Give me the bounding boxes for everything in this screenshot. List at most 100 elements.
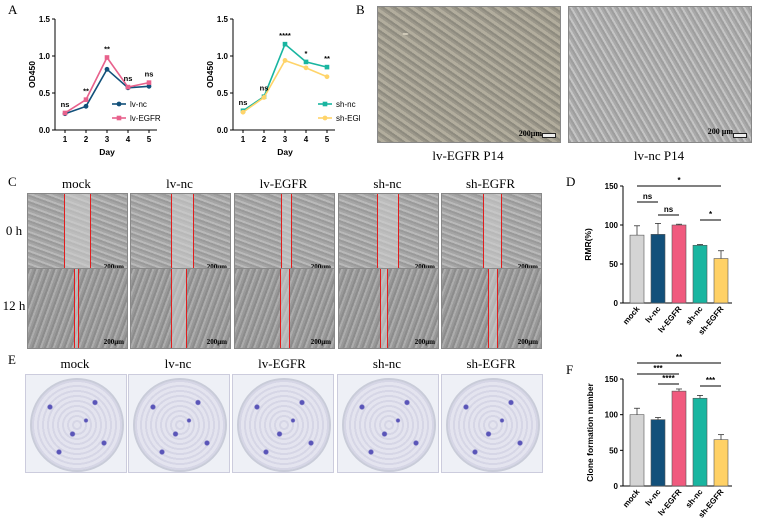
micrograph-caption: lv-nc P14: [633, 148, 685, 163]
x-tick-label: 5: [325, 135, 330, 144]
y-tick-label: 0.0: [39, 126, 51, 135]
scale-label: 200μm: [518, 129, 542, 138]
significance-label: ns: [664, 205, 674, 214]
significance-label: *: [677, 176, 681, 185]
significance-label: **: [83, 87, 89, 96]
significance-label: **: [676, 353, 683, 362]
significance-label: ***: [706, 376, 716, 385]
scratch-image: 200μm: [338, 193, 439, 274]
y-tick-label: 0: [614, 299, 619, 308]
y-tick-label: 100: [605, 411, 619, 420]
data-point: [303, 65, 309, 71]
series-line: [242, 42, 328, 112]
scale-label: 200μm: [414, 263, 435, 271]
significance-label: ***: [653, 364, 663, 373]
data-point: [324, 64, 330, 70]
bar: [692, 244, 708, 304]
significance-label: ****: [279, 31, 291, 40]
series-line: [242, 59, 328, 113]
bar: [713, 439, 729, 487]
bar: [650, 234, 666, 304]
significance-label: **: [104, 44, 110, 53]
y-tick-label: 50: [609, 446, 618, 455]
x-tick-label: 4: [304, 135, 309, 144]
scratch-image: 200μm: [234, 268, 335, 349]
y-tick-label: 0.5: [217, 89, 229, 98]
scale-label: 200μm: [103, 338, 124, 346]
legend-label: sh-EGFR: [336, 114, 360, 123]
data-point: [125, 84, 131, 90]
y-tick-label: 150: [605, 182, 619, 191]
scale-label: 200μm: [310, 263, 331, 271]
chart-a-right: 0.00.51.01.51 2 3 4 5DayOD450nsns*******sh-n…: [205, 15, 360, 157]
scratch-wound-edges: [280, 194, 293, 273]
y-tick-label: 150: [605, 375, 619, 384]
significance-label: *: [305, 49, 308, 58]
x-tick-label: 3: [283, 135, 288, 144]
colony-grid: mock lv-nc lv-EGFR sh-nc sh-EGFR: [0, 350, 560, 523]
scratch-image: 200μm: [27, 268, 128, 349]
panel-label-e: E: [8, 352, 16, 367]
data-point: [303, 59, 309, 65]
scale-label: 200μm: [310, 338, 331, 346]
significance-label: ns: [145, 70, 154, 79]
data-point: [282, 41, 288, 47]
scratch-image: 200μm: [27, 193, 128, 274]
legend-marker: [322, 115, 328, 121]
x-tick-label: 2: [84, 135, 89, 144]
data-point: [282, 58, 288, 63]
bar: [629, 234, 645, 304]
y-tick-label: 0: [614, 482, 619, 491]
scratch-row-label: 12 h: [2, 298, 26, 313]
data-point: [83, 103, 89, 109]
scale-label: 200μm: [517, 263, 538, 271]
scratch-image: 200μm: [130, 268, 231, 349]
x-axis-label: Day: [99, 147, 115, 157]
colony-column-label: sh-nc: [372, 356, 402, 371]
scratch-wound-edges: [376, 194, 400, 273]
y-tick-label: 1.0: [39, 52, 51, 61]
data-point: [324, 74, 330, 80]
culture-well: [446, 378, 540, 472]
panel-label-d: D: [566, 174, 576, 189]
scratch-image: 200μm: [338, 268, 439, 349]
panel-label-b: B: [356, 2, 365, 17]
scratch-wound-edges: [63, 194, 92, 273]
data-point: [261, 95, 267, 100]
scale-label: 200μm: [414, 338, 435, 346]
x-tick-label: lv-nc: [644, 487, 663, 508]
micrograph-lv-egfr: 200μm: [377, 6, 561, 143]
significance-label: ****: [662, 374, 675, 383]
y-tick-label: 0.5: [39, 89, 51, 98]
significance-label: ns: [260, 84, 269, 93]
bar: [629, 414, 645, 487]
significance-label: *: [709, 210, 713, 219]
panel-label-a: A: [8, 2, 18, 17]
y-tick-label: 0.0: [217, 126, 229, 135]
scratch-column-label: lv-EGFR: [259, 176, 308, 191]
colony-image: [25, 374, 127, 473]
panel-label-c: C: [8, 174, 17, 189]
scratch-image: 200μm: [441, 268, 542, 349]
scratch-wound-edges: [482, 194, 503, 273]
scratch-wound-edges: [487, 269, 499, 348]
x-tick-label: mock: [621, 487, 642, 509]
y-tick-label: 100: [605, 221, 619, 230]
y-axis-label: RMR(%): [583, 228, 593, 261]
scratch-wound-edges: [73, 269, 80, 348]
x-tick-label: lv-nc: [644, 304, 663, 325]
panel-label-f: F: [566, 362, 574, 377]
bar: [671, 390, 687, 487]
x-tick-label: 1: [241, 135, 246, 144]
bar: [713, 258, 729, 304]
data-point: [104, 55, 110, 60]
colony-column-label: mock: [60, 356, 90, 371]
x-tick-label: 4: [126, 135, 131, 144]
x-tick-label: 3: [105, 135, 110, 144]
data-point: [240, 109, 246, 115]
colony-column-label: lv-nc: [164, 356, 192, 371]
data-point: [146, 83, 152, 89]
bar: [692, 397, 708, 487]
chart-a-left: 0.0 0.5 1.0 1.5 1 2 3 4 5 Day OD450 ns ** ** ns ns lv-nc…: [27, 15, 161, 157]
x-tick-label: mock: [621, 304, 642, 326]
